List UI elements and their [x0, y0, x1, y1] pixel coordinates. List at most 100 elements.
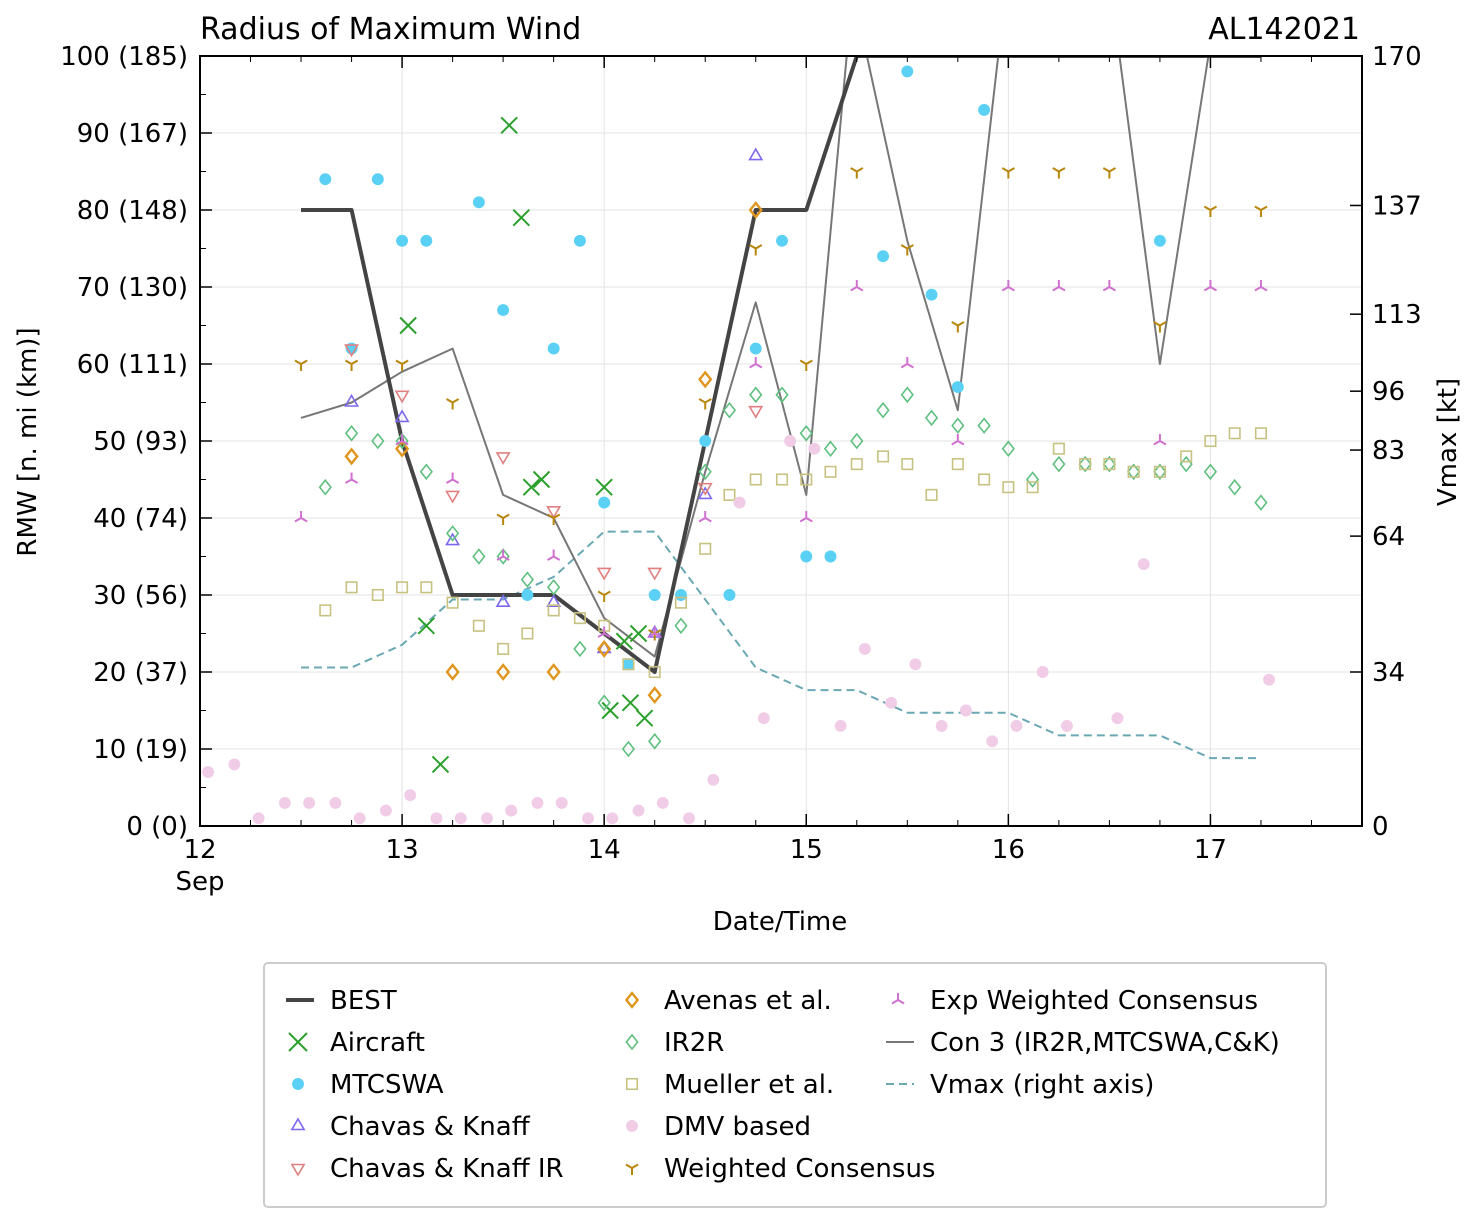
series-avenas-et-al: [344, 201, 763, 705]
legend-label: Chavas & Knaff IR: [330, 1154, 564, 1184]
point-dmv-based: [531, 796, 544, 809]
point-aircraft: [399, 316, 417, 335]
point-weighted-consensus: [749, 244, 763, 256]
point-chavas-knaff: [546, 594, 562, 607]
legend-swatch: [288, 1032, 308, 1052]
legend-swatch: [624, 991, 640, 1009]
point-dmv-based: [1137, 558, 1150, 571]
point-exp-weighted-consensus: [1153, 434, 1167, 446]
point-chavas-knaff: [344, 393, 360, 407]
point-mueller-et-al: [1127, 465, 1140, 478]
point-ir2r: [371, 432, 385, 450]
point-ir2r: [1153, 463, 1167, 481]
legend-label: Exp Weighted Consensus: [930, 986, 1258, 1016]
point-dmv-based: [784, 435, 797, 447]
point-avenas-et-al: [344, 447, 359, 466]
point-weighted-consensus: [1052, 167, 1066, 179]
point-aircraft: [601, 701, 619, 720]
legend-item-avenas-et-al: Avenas et al.: [624, 986, 832, 1016]
point-aircraft: [635, 709, 654, 727]
point-mtcswa: [420, 234, 433, 247]
y-tick-label: 30 (56): [93, 581, 188, 611]
point-avenas-et-al: [495, 663, 511, 681]
point-weighted-consensus: [648, 629, 662, 641]
point-weighted-consensus: [344, 359, 359, 371]
legend-swatch: [891, 993, 905, 1005]
x-tick-label: 15: [790, 835, 823, 865]
point-weighted-consensus: [1102, 167, 1116, 179]
point-dmv-based: [1036, 666, 1049, 678]
point-avenas-et-al: [698, 370, 713, 389]
point-ir2r: [1203, 463, 1218, 481]
point-ir2r: [722, 401, 737, 419]
legend-label: Aircraft: [330, 1028, 425, 1058]
point-ir2r: [573, 640, 587, 658]
point-dmv-based: [228, 758, 241, 771]
point-aircraft: [595, 478, 613, 496]
y-tick-label: 50 (93): [93, 427, 188, 457]
point-dmv-based: [935, 719, 948, 732]
point-chavas-knaff-ir: [394, 390, 410, 404]
point-aircraft: [621, 694, 640, 712]
series-ir2r: [318, 386, 1268, 758]
legend-item-weighted-consensus: Weighted Consensus: [625, 1154, 935, 1184]
legend-swatch: [626, 1120, 638, 1132]
point-aircraft: [615, 632, 634, 650]
point-mueller-et-al: [497, 642, 510, 655]
point-mtcswa: [547, 342, 560, 355]
legend-box: [263, 962, 1327, 1208]
point-avenas-et-al: [445, 663, 460, 681]
x-tick-label: 12: [183, 835, 216, 865]
point-mueller-et-al: [1228, 427, 1241, 440]
point-mueller-et-al: [319, 604, 332, 617]
point-dmv-based: [733, 496, 746, 509]
point-mueller-et-al: [1180, 450, 1193, 463]
point-ir2r: [318, 478, 332, 496]
legend-label: DMV based: [664, 1112, 811, 1142]
point-dmv-based: [1010, 719, 1023, 732]
point-mueller-et-al: [547, 604, 560, 617]
point-dmv-based: [454, 812, 467, 825]
point-exp-weighted-consensus: [294, 511, 308, 523]
point-mtcswa: [371, 173, 384, 186]
y2-tick-label: 170: [1372, 42, 1422, 72]
point-ir2r: [1001, 440, 1015, 457]
point-ir2r: [1052, 455, 1066, 473]
point-mueller-et-al: [420, 581, 433, 594]
point-mueller-et-al: [472, 619, 485, 632]
point-mueller-et-al: [1052, 442, 1065, 455]
point-mtcswa: [396, 234, 409, 247]
point-ir2r: [419, 463, 433, 481]
legend-swatch: [625, 1033, 639, 1051]
point-mtcswa: [598, 496, 611, 509]
legend-swatch: [290, 1163, 306, 1177]
point-mtcswa: [951, 381, 964, 394]
point-weighted-consensus: [446, 398, 460, 410]
point-mtcswa: [824, 550, 837, 563]
point-mueller-et-al: [824, 465, 837, 478]
legend-item-mueller-et-al: Mueller et al.: [625, 1070, 834, 1100]
point-dmv-based: [582, 812, 594, 825]
point-dmv-based: [404, 789, 417, 802]
point-chavas-knaff-ir: [344, 344, 360, 358]
series-exp-weighted-consensus: [294, 280, 1268, 638]
point-dmv-based: [959, 704, 972, 717]
point-mueller-et-al: [951, 458, 964, 471]
point-dmv-based: [481, 812, 493, 825]
point-ir2r: [775, 386, 789, 404]
legend-item-ir2r: IR2R: [625, 1028, 724, 1058]
y-axis-label: RMW [n. mi (km)]: [13, 327, 43, 556]
point-ir2r: [621, 740, 636, 758]
legend: BEST Aircraft MTCSWA Chavas & Knaff Chavas &…: [286, 986, 1280, 1184]
point-dmv-based: [909, 658, 922, 671]
point-exp-weighted-consensus: [900, 357, 914, 369]
point-weighted-consensus: [850, 167, 864, 179]
point-ir2r: [1127, 463, 1141, 481]
point-weighted-consensus: [547, 513, 561, 525]
point-exp-weighted-consensus: [1001, 280, 1015, 292]
point-mtcswa: [319, 173, 332, 186]
point-mueller-et-al: [1026, 481, 1039, 494]
point-ir2r: [799, 425, 813, 442]
point-mueller-et-al: [371, 588, 384, 602]
point-weighted-consensus: [799, 359, 813, 371]
